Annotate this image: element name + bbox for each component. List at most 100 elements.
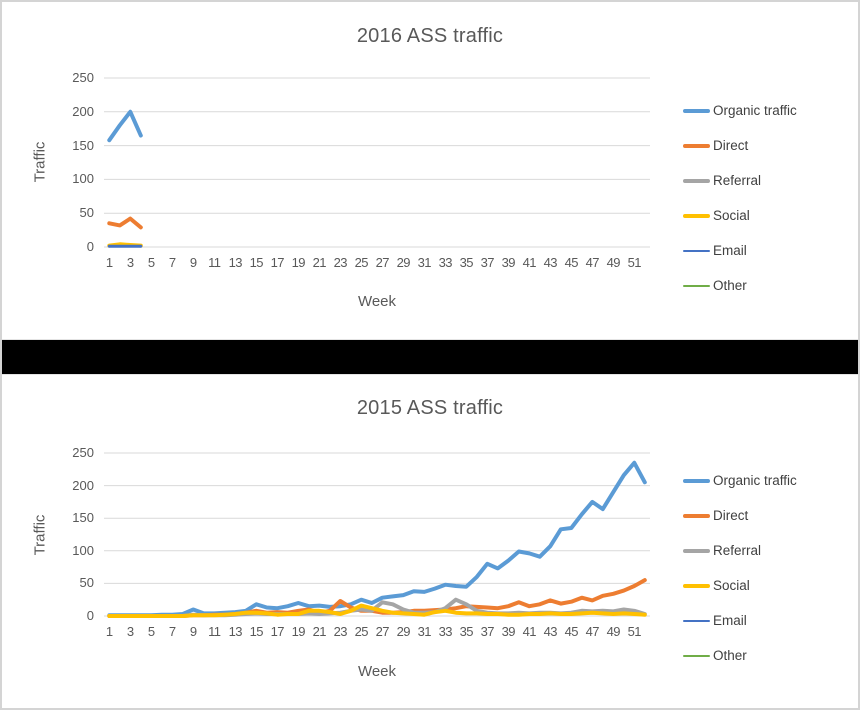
x-tick-label-15: 15 <box>249 624 264 639</box>
y-tick-label-250: 250 <box>72 445 94 460</box>
y-tick-label-250: 250 <box>72 70 94 85</box>
x-tick-label-27: 27 <box>375 255 390 270</box>
legend-2015: Organic traffic Direct Referral Social Email… <box>683 463 797 673</box>
x-tick-label-25: 25 <box>354 624 369 639</box>
x-tick-label-19: 19 <box>291 255 306 270</box>
x-tick-label-7: 7 <box>168 255 176 270</box>
y-tick-label-50: 50 <box>79 575 94 591</box>
legend-label: Other <box>713 278 747 293</box>
legend-label: Social <box>713 208 750 223</box>
legend-item-email: Email <box>683 603 797 638</box>
legend-2016: Organic traffic Direct Referral Social Email… <box>683 93 797 303</box>
legend-label: Referral <box>713 543 762 558</box>
x-tick-label-23: 23 <box>333 255 348 270</box>
x-tick-label-25: 25 <box>354 255 369 270</box>
legend-swatch-social <box>683 213 710 218</box>
x-tick-label-17: 17 <box>270 624 285 639</box>
x-tick-label-33: 33 <box>438 255 453 270</box>
x-tick-label-49: 49 <box>606 255 621 270</box>
x-tick-label-1: 1 <box>105 624 113 639</box>
x-tick-label-37: 37 <box>480 255 495 270</box>
legend-label: Direct <box>713 508 749 523</box>
chart-title-2016: 2016 ASS traffic <box>356 25 504 47</box>
x-tick-label-45: 45 <box>564 255 579 270</box>
x-tick-label-5: 5 <box>147 255 155 270</box>
x-tick-label-41: 41 <box>522 255 537 270</box>
y-tick-label-100: 100 <box>72 171 94 187</box>
x-tick-label-31: 31 <box>417 255 432 270</box>
series-line-organic-traffic <box>107 460 647 618</box>
legend-swatch-referral <box>683 178 710 183</box>
legend-swatch-organic-traffic <box>683 108 710 113</box>
y-tick-label-100: 100 <box>72 542 94 558</box>
legend-label: Email <box>713 243 747 258</box>
chart-panel-2016: 2016 ASS traffic Traffic Week Organic tr… <box>0 0 860 340</box>
legend-swatch-other <box>683 284 710 287</box>
x-tick-label-35: 35 <box>459 255 474 270</box>
y-axis-title-2015: Traffic <box>31 514 49 556</box>
y-axis-title-2016: Traffic <box>31 141 49 183</box>
x-tick-label-1: 1 <box>105 255 113 270</box>
x-tick-label-33: 33 <box>438 624 453 639</box>
x-tick-label-39: 39 <box>501 624 516 639</box>
x-tick-label-13: 13 <box>228 255 243 270</box>
x-axis-title-2015: Week <box>357 663 397 680</box>
y-tick-label-150: 150 <box>72 510 94 526</box>
black-divider-bar <box>0 340 860 374</box>
legend-swatch-email <box>683 619 710 622</box>
x-tick-label-45: 45 <box>564 624 579 639</box>
x-tick-label-43: 43 <box>543 255 558 270</box>
x-tick-label-11: 11 <box>208 624 221 639</box>
x-tick-label-21: 21 <box>312 255 327 270</box>
x-tick-label-47: 47 <box>585 255 600 270</box>
x-tick-label-37: 37 <box>480 624 495 639</box>
x-tick-label-11: 11 <box>208 255 221 270</box>
x-tick-label-35: 35 <box>459 624 474 639</box>
legend-item-organic-traffic: Organic traffic <box>683 463 797 498</box>
x-tick-label-27: 27 <box>375 624 390 639</box>
y-tick-label-50: 50 <box>79 205 94 221</box>
x-tick-label-5: 5 <box>147 624 155 639</box>
y-tick-label-0: 0 <box>86 239 94 254</box>
x-tick-label-15: 15 <box>249 255 264 270</box>
legend-item-direct: Direct <box>683 128 797 163</box>
x-tick-label-39: 39 <box>501 255 516 270</box>
legend-label: Organic traffic <box>713 103 797 118</box>
y-tick-label-0: 0 <box>86 608 94 623</box>
y-tick-label-150: 150 <box>72 137 94 153</box>
legend-swatch-social <box>683 583 710 588</box>
legend-label: Social <box>713 578 750 593</box>
x-tick-label-49: 49 <box>606 624 621 639</box>
x-axis-title-2016: Week <box>357 293 397 310</box>
x-tick-label-13: 13 <box>228 624 243 639</box>
x-tick-label-19: 19 <box>291 624 306 639</box>
x-tick-label-17: 17 <box>270 255 285 270</box>
x-tick-label-3: 3 <box>126 255 134 270</box>
legend-item-social: Social <box>683 198 797 233</box>
legend-item-direct: Direct <box>683 498 797 533</box>
legend-swatch-organic-traffic <box>683 478 710 483</box>
x-tick-label-29: 29 <box>396 624 411 639</box>
x-tick-label-51: 51 <box>627 624 642 639</box>
x-tick-label-9: 9 <box>189 624 197 639</box>
chart-plot-2015 <box>104 452 650 618</box>
legend-item-referral: Referral <box>683 163 797 198</box>
x-tick-label-43: 43 <box>543 624 558 639</box>
series-line-social <box>107 603 647 618</box>
chart-title-2015: 2015 ASS traffic <box>356 397 504 419</box>
x-tick-label-7: 7 <box>168 624 176 639</box>
legend-label: Email <box>713 613 747 628</box>
x-tick-label-21: 21 <box>312 624 327 639</box>
x-tick-label-47: 47 <box>585 624 600 639</box>
y-tick-label-200: 200 <box>72 477 94 493</box>
x-tick-label-3: 3 <box>126 624 134 639</box>
legend-swatch-referral <box>683 548 710 553</box>
chart-panel-2015: 2015 ASS traffic Traffic Week Organic tr… <box>0 374 860 710</box>
x-tick-label-29: 29 <box>396 255 411 270</box>
x-tick-label-51: 51 <box>627 255 642 270</box>
legend-item-referral: Referral <box>683 533 797 568</box>
x-tick-label-31: 31 <box>417 624 432 639</box>
legend-swatch-direct <box>683 143 710 148</box>
legend-label: Organic traffic <box>713 473 797 488</box>
x-tick-label-23: 23 <box>333 624 348 639</box>
